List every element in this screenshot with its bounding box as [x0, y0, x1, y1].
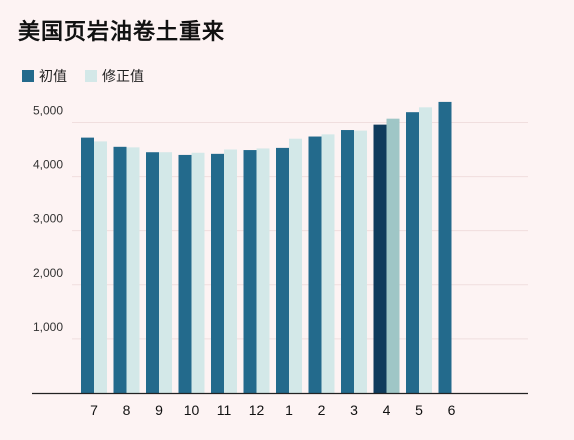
- y-tick-label: 5,000: [33, 103, 63, 117]
- x-tick-label: 8: [123, 402, 131, 418]
- x-tick-label: 3: [350, 402, 358, 418]
- bar-initial: [243, 150, 257, 393]
- legend-item-revised: 修正值: [85, 66, 144, 86]
- x-tick-label: 12: [249, 402, 265, 418]
- x-tick-label: 10: [184, 402, 200, 418]
- bar-initial: [178, 154, 192, 393]
- y-tick-label: 2,000: [33, 266, 63, 280]
- x-tick-label: 2: [318, 402, 326, 418]
- bar-revised: [224, 149, 237, 393]
- x-tick-label: 6: [448, 402, 456, 418]
- legend-label-initial: 初值: [39, 69, 67, 85]
- chart-title: 美国页岩油卷土重来: [18, 20, 226, 45]
- x-tick-label: 9: [155, 402, 163, 418]
- bar-revised: [419, 107, 432, 394]
- bar-initial: [276, 147, 289, 393]
- bar-revised: [289, 138, 302, 393]
- legend-swatch-initial: [22, 70, 34, 82]
- legend: 初值 修正值: [22, 66, 144, 86]
- x-tick-label: 1: [285, 402, 293, 418]
- bar-revised: [159, 152, 172, 393]
- x-tick-label: 7: [90, 402, 98, 418]
- bar-initial: [146, 152, 159, 393]
- bar-revised: [126, 147, 140, 393]
- bar-initial: [211, 153, 224, 393]
- bar-revised: [256, 148, 270, 393]
- y-tick-label: 4,000: [33, 158, 63, 172]
- legend-label-revised: 修正值: [102, 69, 144, 85]
- bar-initial: [438, 101, 452, 394]
- x-tick-label: 4: [383, 402, 391, 418]
- bar-revised: [354, 130, 367, 393]
- bar-initial: [308, 136, 322, 393]
- bar-revised: [191, 152, 205, 393]
- bar-initial: [113, 146, 127, 393]
- bar-initial: [406, 112, 419, 393]
- y-tick-label: 1,000: [33, 320, 63, 334]
- bar-revised: [94, 141, 107, 393]
- x-tick-label: 11: [217, 402, 232, 418]
- y-tick-label: 3,000: [33, 212, 63, 226]
- legend-swatch-revised: [85, 70, 97, 82]
- bar-initial: [341, 130, 354, 393]
- bar-initial: [81, 137, 94, 393]
- bar-initial: [373, 124, 387, 393]
- bar-revised: [321, 134, 335, 393]
- bar-revised: [386, 118, 400, 393]
- x-tick-label: 5: [415, 402, 423, 418]
- legend-item-initial: 初值: [22, 66, 67, 86]
